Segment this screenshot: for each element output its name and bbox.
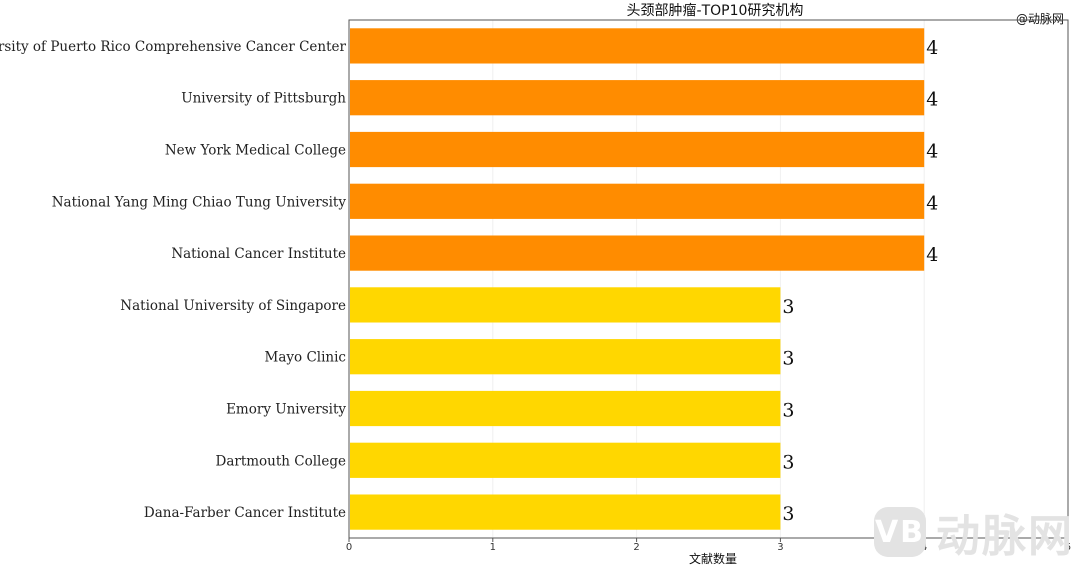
category-label-5: National University of Singapore [120, 298, 346, 314]
category-label-6: Mayo Clinic [265, 350, 346, 366]
value-label-8: 3 [782, 451, 794, 473]
category-label-0: University of Puerto Rico Comprehensive … [0, 39, 347, 55]
bar-8 [350, 442, 781, 478]
value-label-1: 4 [926, 89, 938, 111]
bar-9 [350, 494, 781, 530]
bar-1 [350, 80, 925, 116]
bar-2 [350, 131, 925, 168]
x-tick-label-5: 5 [1065, 542, 1071, 553]
category-label-1: University of Pittsburgh [181, 91, 346, 107]
x-tick-label-1: 1 [490, 542, 496, 553]
bar-3 [350, 183, 925, 219]
credit-label: @动脉网 [1015, 12, 1064, 26]
x-axis-label: 文献数量 [688, 552, 737, 566]
value-label-7: 3 [782, 400, 794, 422]
bar-4 [350, 235, 925, 271]
bar-5 [350, 287, 781, 323]
category-label-7: Emory University [226, 402, 346, 418]
x-tick-label-2: 2 [633, 542, 639, 553]
bar-0 [350, 28, 925, 64]
watermark-logo-icon: VB [874, 507, 926, 557]
category-label-8: Dartmouth College [216, 453, 347, 469]
x-tick-label-3: 3 [777, 542, 783, 553]
value-label-5: 3 [782, 296, 794, 318]
value-label-6: 3 [782, 348, 794, 370]
value-label-2: 4 [926, 141, 938, 163]
category-label-9: Dana-Farber Cancer Institute [144, 505, 346, 521]
watermark: VB 动脉网 [874, 500, 1074, 564]
value-label-9: 3 [782, 503, 794, 525]
category-label-3: National Yang Ming Chiao Tung University [52, 194, 347, 210]
watermark-text: 动脉网 [936, 511, 1074, 562]
category-label-2: New York Medical College [165, 143, 346, 159]
value-label-3: 4 [926, 192, 938, 214]
value-label-0: 4 [926, 37, 938, 59]
bar-7 [350, 390, 781, 427]
plot-frame [348, 19, 1069, 539]
x-tick-label-0: 0 [346, 542, 352, 553]
category-label-4: National Cancer Institute [171, 246, 346, 262]
chart-title: 头颈部肿瘤-TOP10研究机构 [626, 3, 804, 19]
value-label-4: 4 [926, 244, 938, 266]
bar-6 [350, 339, 781, 375]
